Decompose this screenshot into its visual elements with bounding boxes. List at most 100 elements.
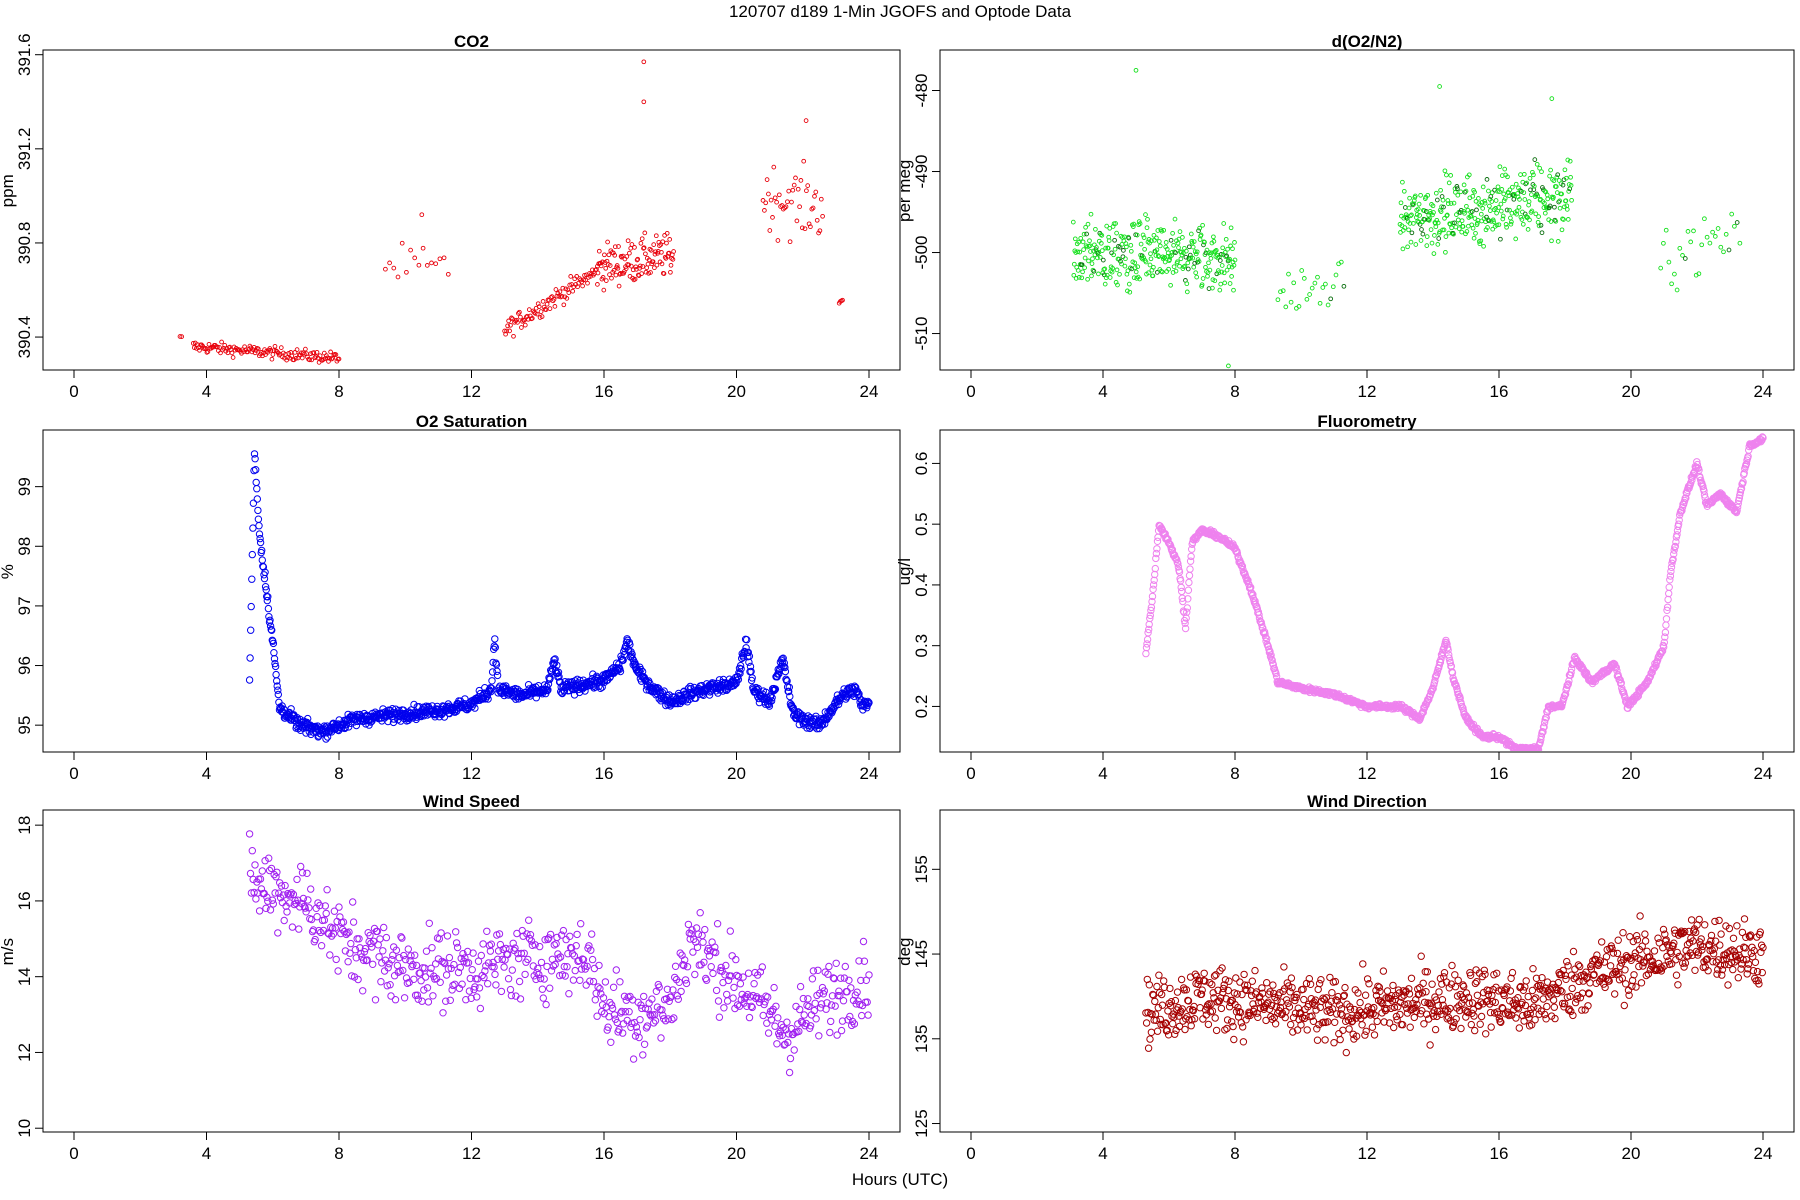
wspd-point <box>629 1055 638 1063</box>
wspd-point <box>836 992 844 1000</box>
o2n2-point <box>1536 214 1541 219</box>
wspd-point <box>847 984 855 992</box>
o2n2-point <box>1200 276 1206 281</box>
wspd-point <box>313 913 321 921</box>
co2-point <box>762 208 767 213</box>
co2-point <box>799 225 805 231</box>
o2n2-point <box>1485 225 1490 230</box>
wspd-point <box>380 923 388 932</box>
o2n2-point <box>1167 257 1172 262</box>
o2n2-point <box>1433 190 1439 196</box>
o2n2-point <box>1718 244 1724 250</box>
wdir-point <box>1158 1001 1167 1009</box>
wdir-point <box>1251 966 1259 975</box>
o2n2-point <box>1672 271 1677 277</box>
wdir-point <box>1359 960 1367 968</box>
wspd-point <box>317 942 326 950</box>
wspd-point <box>692 938 700 946</box>
o2sat-point <box>737 665 745 673</box>
wdir-point <box>1223 1016 1232 1024</box>
fluor-point <box>1447 662 1456 670</box>
o2sat-point <box>840 685 848 693</box>
o2sat-point <box>785 687 793 696</box>
wspd-point <box>299 894 308 903</box>
o2n2-point <box>1119 261 1124 267</box>
co2-point <box>820 213 825 219</box>
o2n2-point <box>1707 240 1713 246</box>
o2n2-point <box>1077 249 1083 255</box>
fluor-point <box>1184 595 1192 603</box>
co2-point <box>641 246 646 251</box>
wspd-point <box>674 995 682 1003</box>
fluor-point <box>1540 718 1549 727</box>
o2n2-point <box>1095 255 1100 261</box>
wdir-point <box>1405 985 1413 993</box>
wdir-point <box>1142 1019 1151 1027</box>
o2n2-point <box>1430 212 1435 218</box>
o2n2-point <box>1439 194 1445 199</box>
fluor-point <box>1700 491 1709 499</box>
fluor-point <box>1153 545 1161 553</box>
co2-point <box>529 316 535 321</box>
co2-point <box>600 275 606 280</box>
co2-ytick-label: 390.8 <box>15 222 34 265</box>
o2n2-point <box>1405 244 1410 250</box>
co2-point <box>504 328 509 334</box>
co2-xtick-label: 16 <box>595 382 614 401</box>
o2n2-point <box>1494 222 1500 228</box>
wspd-point <box>495 930 504 938</box>
fluor-point <box>1151 564 1160 573</box>
wspd-point <box>563 963 571 971</box>
wdir-point <box>1500 991 1508 1000</box>
o2n2-point <box>1317 300 1323 306</box>
o2n2-point <box>1661 240 1666 246</box>
o2n2-point <box>1461 182 1467 188</box>
fluor-point <box>1232 548 1241 556</box>
wdir-point <box>1569 947 1578 956</box>
wspd-point <box>694 930 703 938</box>
fluor-point <box>1668 559 1676 567</box>
o2n2-point <box>1468 213 1474 219</box>
wspd-point <box>631 1032 640 1040</box>
o2n2-point <box>1498 201 1504 207</box>
co2-point <box>268 348 274 353</box>
wdir-point <box>1273 996 1281 1005</box>
fluor-point <box>1666 576 1674 584</box>
o2sat-point <box>786 692 794 701</box>
wspd-point <box>432 960 440 968</box>
wspd-point <box>573 930 581 939</box>
o2sat-point <box>254 515 263 523</box>
co2-point <box>535 301 541 307</box>
co2-point <box>328 349 333 355</box>
o2n2-point <box>1179 249 1184 255</box>
o2n2-point <box>1449 225 1454 231</box>
wspd-point <box>425 919 433 927</box>
o2n2-point <box>1438 187 1443 193</box>
o2n2-point <box>1482 198 1487 204</box>
fluor-point <box>1675 516 1683 524</box>
wspd-point <box>569 976 578 984</box>
wspd-point <box>535 970 543 979</box>
co2-point <box>424 263 430 268</box>
wspd-point <box>747 1002 755 1010</box>
o2n2-point <box>1126 281 1132 287</box>
wdir-point <box>1418 1007 1426 1015</box>
wspd-point <box>646 1010 654 1019</box>
wdir-point <box>1345 1025 1353 1033</box>
wdir-point <box>1217 1004 1226 1013</box>
o2n2-point <box>1103 245 1109 251</box>
o2sat-point <box>274 686 282 694</box>
o2n2-point <box>1567 158 1573 164</box>
wspd-point <box>669 986 677 994</box>
o2sat-point <box>855 690 863 698</box>
wdir-point <box>1524 992 1532 1001</box>
o2n2-point <box>1154 270 1160 275</box>
wdir-point <box>1414 985 1422 993</box>
fluor-point <box>1663 606 1671 614</box>
wspd-point <box>786 1054 795 1063</box>
wspd-point <box>351 946 360 954</box>
wspd-point <box>576 976 584 984</box>
wspd-point <box>713 920 722 928</box>
wdir-point <box>1514 994 1522 1002</box>
wdir-point <box>1630 971 1638 979</box>
